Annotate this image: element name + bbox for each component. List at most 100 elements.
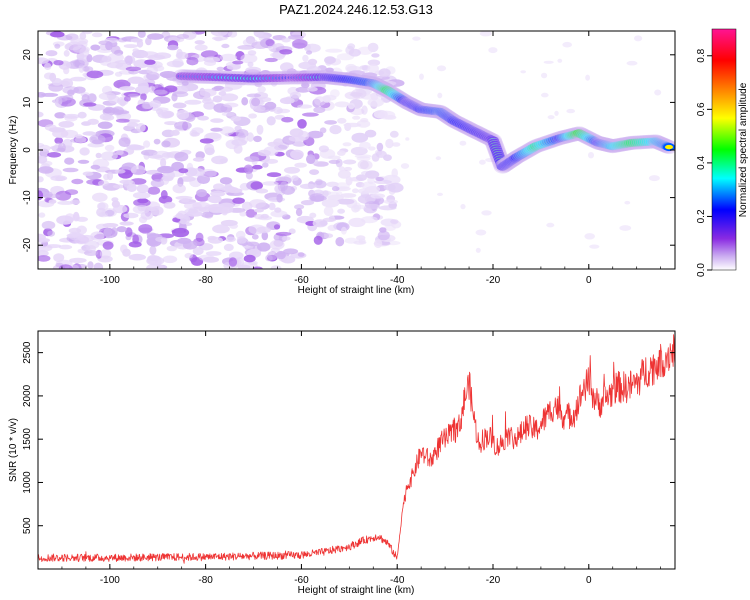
noise-blob [325, 48, 343, 53]
noise-blob [353, 204, 367, 210]
noise-blob [102, 114, 115, 121]
noise-blob [322, 217, 337, 222]
noise-blob [307, 58, 318, 66]
y-tick-label: 0 [22, 147, 33, 153]
noise-blob [61, 78, 74, 89]
noise-blob [175, 212, 184, 219]
noise-blob [221, 43, 230, 49]
noise-blob [373, 239, 383, 249]
noise-blob [108, 95, 120, 104]
noise-blob [90, 164, 101, 170]
noise-blob [54, 112, 66, 119]
noise-blob [136, 123, 146, 133]
noise-blob [69, 199, 81, 205]
noise-blob [324, 120, 337, 125]
noise-blob [44, 124, 57, 131]
noise-blob [585, 74, 590, 81]
noise-blob [541, 92, 549, 98]
noise-blob [103, 227, 112, 238]
snr-frame [37, 330, 676, 570]
colorbar-tick-label: 0.2 [696, 209, 707, 223]
noise-blob [292, 141, 307, 147]
noise-blob [349, 70, 365, 75]
noise-blob [302, 54, 309, 62]
noise-blob [301, 82, 310, 88]
noise-blob [194, 44, 208, 51]
noise-blob [305, 50, 313, 55]
noise-blob [153, 138, 161, 145]
noise-blob [295, 86, 311, 93]
noise-blob [264, 57, 278, 63]
noise-blob [83, 102, 97, 107]
noise-blob [240, 53, 258, 64]
noise-blob [77, 111, 87, 119]
colorbar-tick-label: 0.8 [696, 48, 707, 62]
noise-blob [114, 71, 123, 77]
x-tick-label: 0 [586, 275, 592, 286]
noise-blob [123, 212, 139, 219]
noise-blob [340, 226, 347, 235]
noise-blob [212, 224, 230, 234]
noise-blob [294, 162, 307, 168]
noise-blob [43, 193, 61, 199]
noise-blob [371, 53, 380, 58]
noise-blob [62, 167, 79, 173]
noise-blob [45, 50, 58, 57]
noise-blob [82, 31, 93, 35]
noise-blob [107, 52, 124, 63]
noise-blob [343, 159, 357, 165]
noise-blob [252, 164, 263, 170]
noise-blob [253, 208, 264, 213]
noise-blob [237, 264, 251, 269]
noise-blob [475, 229, 487, 236]
noise-blob [245, 172, 253, 180]
noise-blob [337, 117, 347, 124]
noise-blob [146, 256, 165, 266]
noise-blob [144, 59, 156, 65]
noise-blob [325, 67, 334, 73]
noise-blob [44, 62, 52, 70]
colorbar: 0.0 0.2 0.4 0.6 0.8 Normalized spectral ampl… [696, 28, 749, 277]
noise-blob [345, 176, 353, 186]
noise-blob [82, 131, 97, 136]
noise-blob [218, 91, 227, 96]
noise-blob [152, 150, 171, 161]
noise-blob [266, 116, 276, 126]
noise-blob [50, 175, 68, 182]
noise-blob [57, 200, 74, 205]
noise-blob [351, 132, 369, 143]
noise-blob [86, 245, 97, 252]
noise-blob [547, 115, 555, 120]
noise-blob [268, 202, 276, 211]
noise-blob [181, 80, 189, 86]
noise-blob [281, 37, 291, 43]
noise-blob [479, 159, 486, 165]
noise-blob [589, 244, 600, 249]
noise-blob [100, 151, 118, 161]
noise-blob [41, 160, 53, 167]
noise-blob [368, 146, 376, 151]
noise-blob [257, 149, 271, 157]
noise-blob [245, 209, 257, 218]
noise-blob [232, 197, 245, 204]
noise-blob [634, 35, 643, 42]
noise-blob [624, 200, 631, 205]
noise-blob [38, 166, 54, 174]
noise-blob [283, 166, 301, 174]
noise-blob [436, 65, 447, 72]
noise-blob [99, 58, 112, 66]
noise-blob [250, 181, 263, 190]
noise-blob [147, 33, 164, 40]
noise-blob [377, 110, 396, 120]
noise-blob [289, 91, 302, 99]
noise-blob [174, 151, 189, 162]
x-tick-label: -60 [294, 275, 309, 286]
noise-blob [294, 204, 305, 210]
noise-blob [383, 199, 398, 204]
noise-blob [361, 170, 372, 176]
noise-blob [210, 31, 229, 37]
noise-blob [331, 186, 340, 192]
noise-blob [102, 241, 114, 250]
noise-blob [269, 239, 285, 250]
noise-blob [364, 129, 377, 138]
